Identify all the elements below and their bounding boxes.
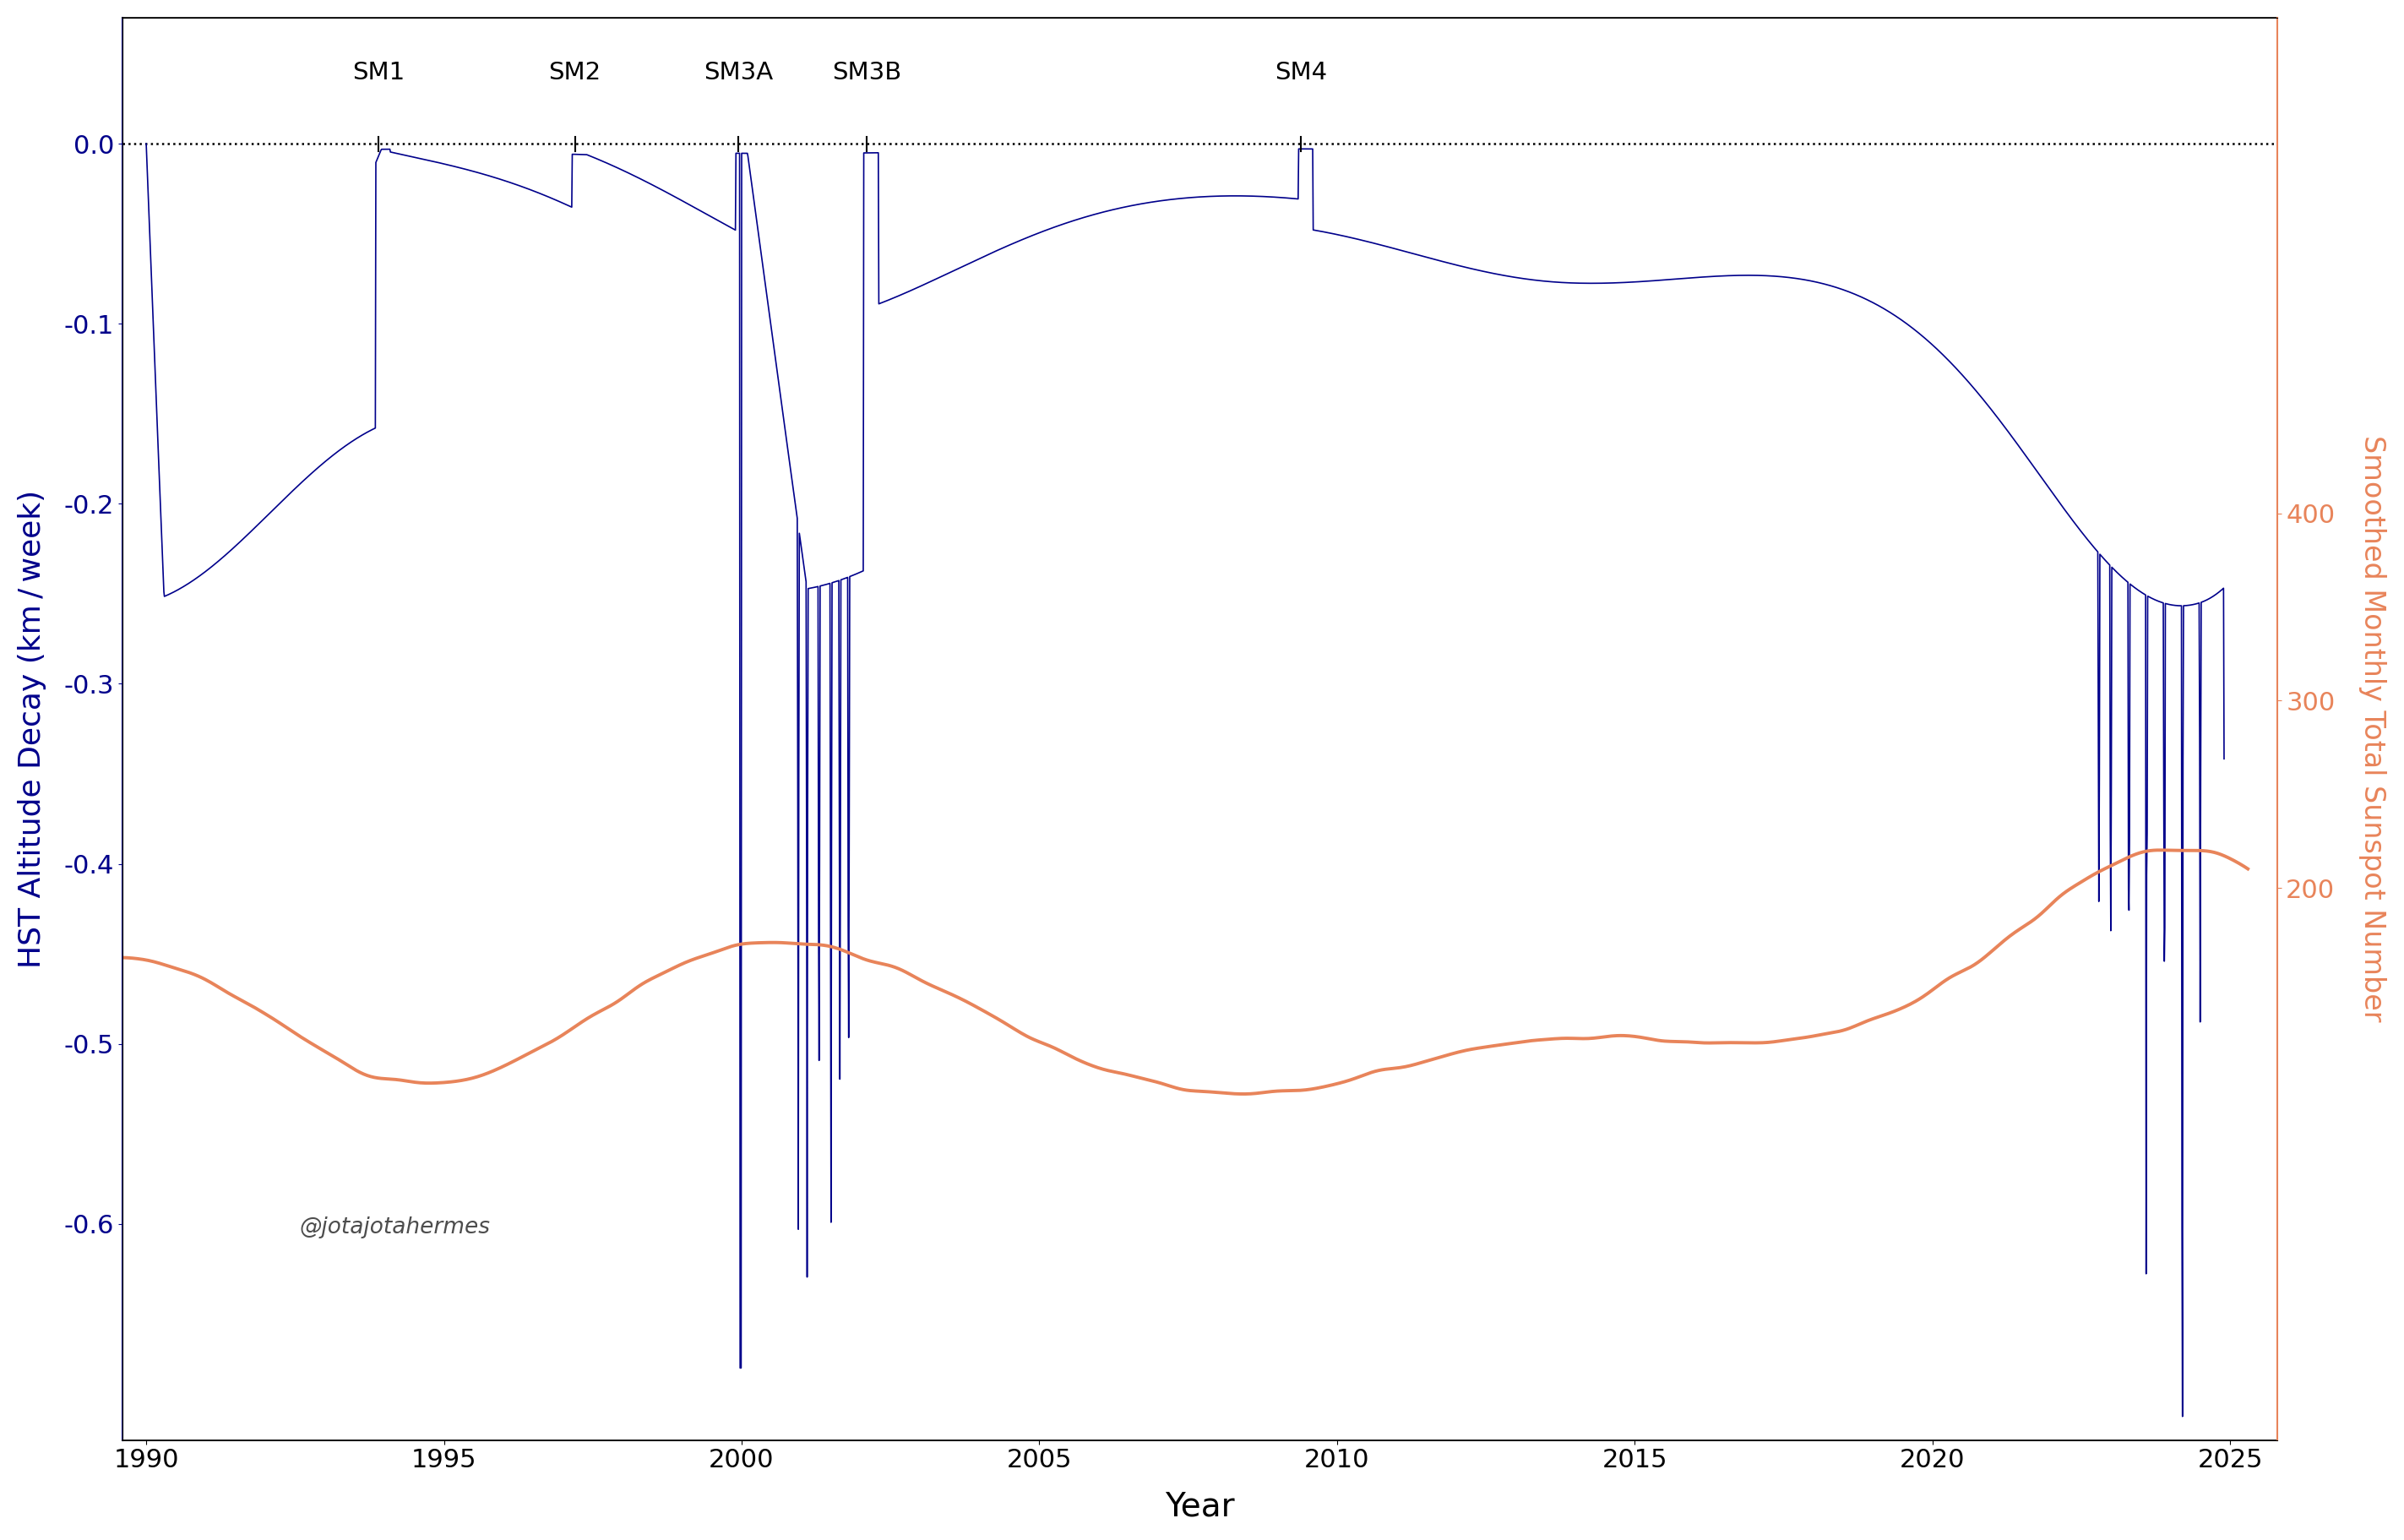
Y-axis label: Smoothed Monthly Total Sunspot Number: Smoothed Monthly Total Sunspot Number bbox=[2358, 436, 2387, 1023]
X-axis label: Year: Year bbox=[1166, 1491, 1236, 1523]
Text: SM3A: SM3A bbox=[704, 60, 774, 85]
Text: @jotajotahermes: @jotajotahermes bbox=[298, 1217, 490, 1238]
Text: SM1: SM1 bbox=[351, 60, 404, 85]
Text: SM3B: SM3B bbox=[832, 60, 902, 85]
Y-axis label: HST Altitude Decay (km / week): HST Altitude Decay (km / week) bbox=[17, 490, 46, 969]
Text: SM2: SM2 bbox=[548, 60, 601, 85]
Text: SM4: SM4 bbox=[1274, 60, 1327, 85]
